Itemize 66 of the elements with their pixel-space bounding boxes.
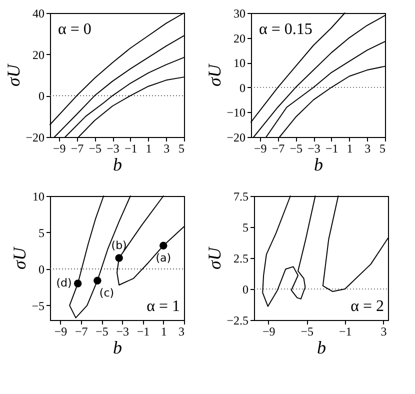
x-tick-label: 3 [164,142,170,156]
x-tick-label: 3 [178,324,184,338]
x-tick-label: 1 [346,142,353,156]
x-tick-label: −7 [75,324,88,338]
y-axis-title: σU [10,246,30,270]
y-tick-label: 30 [234,6,246,20]
y-tick-label: −20 [26,130,44,144]
y-tick-label: 10 [234,56,246,70]
x-tick-label: −1 [136,324,150,338]
x-axis-title: b [314,154,323,174]
point [74,280,82,288]
y-tick-label: 20 [234,31,246,46]
x-axis-title: b [317,338,326,358]
x-tick-label: −7 [272,142,285,156]
y-tick-label: −20 [226,130,246,144]
x-tick-label: −9 [54,324,68,338]
annotation: α = 0.15 [259,21,312,38]
y-tick-label: 5 [242,220,248,234]
x-tick-label: −5 [290,142,303,156]
annotation: α = 1 [146,298,180,315]
x-tick-label: −5 [96,324,108,338]
point [115,254,123,262]
x-tick-label: −3 [116,324,130,338]
x-axis-title: b [113,154,122,174]
y-axis-title: σU [4,64,24,86]
x-tick-label: 1 [146,142,152,156]
x-tick-label: −1 [326,142,338,156]
y-tick-label: 2.5 [234,252,248,266]
annotation: (c) [99,286,114,300]
annotation: α = 0 [58,21,92,38]
annotation: (d) [56,276,72,290]
x-tick-label: 3 [380,324,387,338]
x-tick-label: −1 [124,142,138,156]
y-tick-label: 5 [38,226,44,240]
point [94,276,102,284]
annotation: α = 2 [350,298,384,315]
x-axis-title: b [113,338,122,358]
y-tick-label: −5 [32,298,44,313]
y-tick-label: 10 [32,190,44,204]
y-tick-label: −2.5 [226,314,248,328]
x-tick-label: −1 [339,324,352,338]
y-tick-label: 0 [240,80,246,95]
y-tick-label: −10 [226,106,246,120]
annotation: (a) [156,252,172,265]
x-tick-label: 5 [380,142,386,156]
x-tick-label: 5 [178,142,184,156]
x-tick-label: −5 [88,142,102,156]
y-tick-label: 0 [242,282,248,296]
y-tick-label: 40 [32,6,44,20]
y-tick-label: 7.5 [234,190,248,204]
y-axis-title: σU [204,64,225,86]
x-tick-label: 3 [364,142,371,156]
y-axis-title: σU [204,246,225,270]
x-tick-label: −3 [308,142,320,156]
y-tick-label: 0 [38,262,44,276]
x-tick-label: −9 [254,142,267,156]
x-tick-label: −5 [300,324,314,338]
x-tick-label: −3 [106,142,120,156]
x-tick-label: −9 [53,142,66,156]
annotation: (b) [111,239,127,252]
point [160,242,168,250]
x-tick-label: −7 [70,142,84,156]
y-tick-label: 0 [38,89,44,104]
y-tick-label: 20 [32,48,44,62]
x-tick-label: 1 [160,324,167,338]
x-tick-label: −9 [262,324,276,338]
